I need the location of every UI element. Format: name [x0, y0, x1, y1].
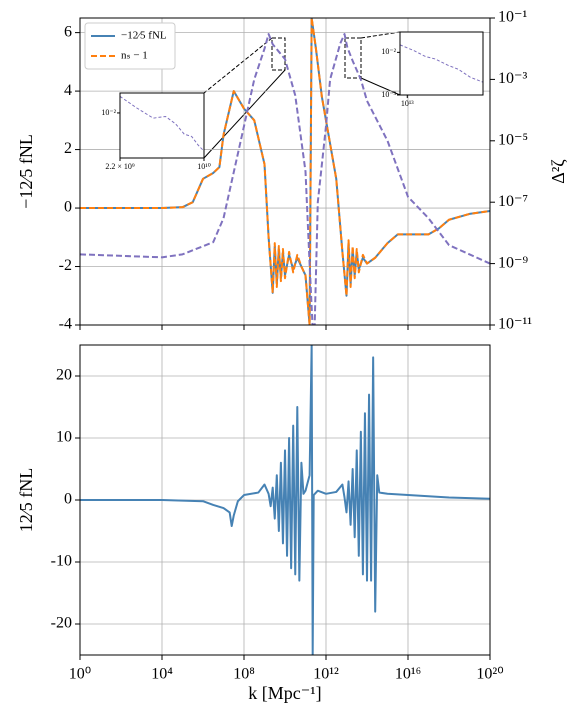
- zoom-connector: [360, 77, 401, 96]
- series-line: [120, 95, 204, 152]
- x-tick-label: 10¹⁶: [395, 666, 421, 683]
- panel: 10⁰ 10⁴ 10⁸ 10¹² 10¹⁶ 10²⁰ -20 -10 0 10 20 12⁄5 fNL…: [16, 344, 504, 703]
- y-tick-label: 10: [56, 429, 72, 446]
- y-tick-label: 0: [64, 491, 72, 508]
- y2-tick-label: 10⁻³: [498, 70, 527, 87]
- plot-frame: [79, 17, 491, 326]
- y-tick-label: 4: [64, 82, 72, 99]
- panel: 2.2 × 10⁹ 10¹⁰ 10⁻²: [101, 92, 211, 171]
- y2-tick-label: 10⁻¹¹: [498, 316, 532, 333]
- y-tick-label: 10⁻²: [381, 47, 396, 56]
- y-tick-label: 10⁻³: [381, 90, 396, 99]
- series-line: [80, 18, 490, 325]
- y-tick-label: -4: [59, 316, 72, 333]
- y-tick-label: -10: [51, 553, 72, 570]
- x-tick-label: 10¹³: [401, 99, 414, 108]
- x-tick-label: 10¹⁰: [197, 162, 211, 171]
- series-line: [80, 33, 490, 325]
- panel: -4 -2 0 2 4 6 10⁻¹¹ 10⁻⁹ 10⁻⁷ 10⁻⁵ 10⁻³ 10⁻¹ −12⁄5 f…: [16, 9, 568, 333]
- y-axis-label: 12⁄5 fNL: [16, 468, 36, 533]
- x-tick-label: 10²⁰: [476, 666, 503, 683]
- x-tick-label: 10¹²: [313, 666, 339, 683]
- zoom-box: [271, 37, 286, 71]
- series-line: [80, 345, 490, 655]
- x-tick-label: 10⁰: [69, 666, 91, 683]
- y2-tick-label: 10⁻⁷: [498, 193, 528, 210]
- y2-tick-label: 10⁻¹: [498, 9, 527, 26]
- plot-frame: [399, 31, 484, 96]
- x-tick-label: 10⁸: [233, 666, 255, 683]
- x-tick-label: 2.2 × 10⁹: [105, 162, 135, 171]
- y-axis-label: −12⁄5 fNL: [16, 134, 36, 209]
- legend-label: −12⁄5 fNL: [121, 30, 167, 42]
- y-tick-label: -2: [59, 257, 72, 274]
- plot-frame: [79, 344, 491, 656]
- legend-box: [84, 22, 176, 70]
- zoom-box: [344, 37, 362, 79]
- legend-label: nₛ − 1: [121, 50, 148, 62]
- inset-background: [120, 93, 204, 158]
- panel: 10¹³ 10⁻² 10⁻³: [381, 31, 484, 108]
- y-tick-label: 2: [64, 140, 72, 157]
- y-tick-label: 6: [64, 23, 72, 40]
- inset-background: [400, 32, 483, 95]
- y-tick-label: 20: [56, 367, 72, 384]
- x-axis-label: k [Mpc⁻¹]: [248, 683, 321, 703]
- y-tick-label: 10⁻²: [101, 108, 116, 117]
- y-tick-label: 0: [64, 199, 72, 216]
- series-line: [400, 44, 483, 83]
- x-tick-label: 10⁴: [151, 666, 173, 683]
- plot-frame: [119, 92, 205, 159]
- zoom-connector: [203, 37, 273, 94]
- y2-tick-label: 10⁻⁵: [498, 131, 528, 148]
- zoom-connector: [203, 69, 286, 159]
- y2-axis-label: Δ²ζ: [548, 159, 568, 184]
- y-tick-label: -20: [51, 615, 72, 632]
- y2-tick-label: 10⁻⁹: [498, 254, 528, 271]
